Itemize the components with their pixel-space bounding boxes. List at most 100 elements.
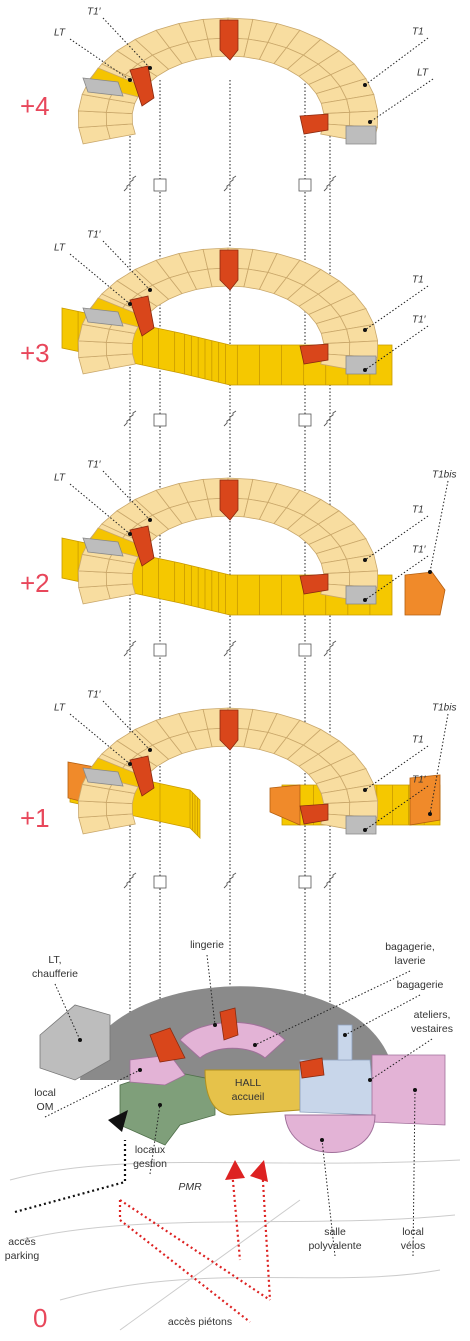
- leader-dot: [368, 120, 372, 124]
- stair-icon: [323, 640, 337, 657]
- arrow: [225, 1160, 268, 1182]
- leader-dot: [363, 598, 367, 602]
- room-label: local: [402, 1226, 424, 1238]
- core: [299, 1057, 325, 1079]
- room-label: ateliers,: [414, 1009, 451, 1021]
- leader: [69, 38, 131, 81]
- core: [299, 343, 329, 365]
- stair-icon: [123, 410, 137, 427]
- unit-tag: T1′: [87, 7, 102, 18]
- stair-icon: [323, 410, 337, 427]
- lt-room: [345, 125, 377, 145]
- leader: [364, 745, 429, 791]
- room-label: chaufferie: [32, 968, 78, 980]
- leader-dot: [363, 558, 367, 562]
- room-block: [78, 815, 111, 835]
- leader: [344, 994, 421, 1036]
- room-block: [269, 784, 301, 826]
- leader: [369, 78, 434, 123]
- stair-icon: [323, 872, 337, 889]
- core: [129, 295, 155, 337]
- room-block: [78, 355, 111, 375]
- leader: [429, 480, 449, 573]
- unit-tag: LT: [54, 703, 66, 714]
- lt-room: [82, 307, 124, 327]
- unit-tag: T1: [412, 275, 424, 286]
- room-block: [349, 340, 379, 358]
- room-label: vestaires: [411, 1023, 453, 1035]
- floor-label: 0: [33, 1303, 47, 1333]
- room-label: LT,: [48, 954, 61, 966]
- leader-dot: [253, 1043, 257, 1047]
- unit-tag: T1bis: [432, 703, 456, 714]
- unit-tag: T1′: [412, 775, 427, 786]
- lingerie: [179, 1021, 286, 1059]
- core: [299, 573, 329, 595]
- core: [299, 803, 329, 825]
- stair-icon: [223, 410, 237, 427]
- lt-room: [82, 77, 124, 97]
- room-label: accueil: [232, 1091, 265, 1103]
- room-label: accès: [8, 1236, 35, 1248]
- leader: [364, 785, 429, 831]
- core: [219, 709, 239, 751]
- leader: [69, 713, 131, 765]
- stair-icon: [223, 872, 237, 889]
- room-t1bis: [404, 571, 446, 616]
- room-block: [106, 353, 136, 370]
- lift-icon: [153, 413, 167, 427]
- room-block: [106, 123, 136, 140]
- leader: [149, 1104, 161, 1175]
- leader: [364, 37, 429, 86]
- leader-dot: [128, 78, 132, 82]
- lift-icon: [298, 643, 312, 657]
- room-block: [105, 111, 133, 127]
- room-block: [105, 801, 133, 817]
- stair-icon: [123, 175, 137, 192]
- leader: [254, 970, 411, 1046]
- room-block: [349, 570, 379, 588]
- stair-icon: [123, 640, 137, 657]
- room-block: [77, 570, 107, 588]
- leader-dot: [413, 1088, 417, 1092]
- leader-dot: [78, 1038, 82, 1042]
- core: [219, 249, 239, 291]
- arrow: [108, 1110, 128, 1132]
- leader-dot: [428, 812, 432, 816]
- leader: [69, 483, 131, 535]
- leader-dot: [343, 1033, 347, 1037]
- room-label: salle: [324, 1226, 346, 1238]
- room-label: bagagerie,: [385, 941, 435, 953]
- leader-dot: [128, 532, 132, 536]
- leader: [364, 515, 429, 561]
- leader: [321, 1139, 336, 1257]
- lt-room: [345, 355, 377, 375]
- drawing: [9, 17, 461, 1331]
- leader: [69, 253, 131, 305]
- leader: [44, 1069, 141, 1118]
- lt-room: [82, 537, 124, 557]
- unit-tag: T1′: [87, 690, 102, 701]
- room-label: HALL: [235, 1077, 261, 1089]
- stair-icon: [323, 175, 337, 192]
- unit-tag: T1′: [87, 460, 102, 471]
- lt-room: [345, 815, 377, 835]
- room-label: gestion: [133, 1158, 167, 1170]
- room-block: [106, 813, 136, 830]
- room-block: [105, 571, 133, 587]
- leader: [206, 954, 216, 1026]
- room-block: [77, 110, 107, 128]
- lt-room: [345, 585, 377, 605]
- leader-dot: [213, 1023, 217, 1027]
- core: [299, 113, 329, 135]
- leader: [429, 713, 449, 815]
- core: [129, 525, 155, 567]
- room-t1bis: [409, 774, 441, 826]
- bagagerie: [337, 1024, 353, 1061]
- leader-dot: [158, 1103, 162, 1107]
- leader-dot: [148, 748, 152, 752]
- lift-icon: [153, 178, 167, 192]
- hall: [204, 1069, 301, 1116]
- leader-dot: [148, 66, 152, 70]
- room-label: locaux: [135, 1144, 166, 1156]
